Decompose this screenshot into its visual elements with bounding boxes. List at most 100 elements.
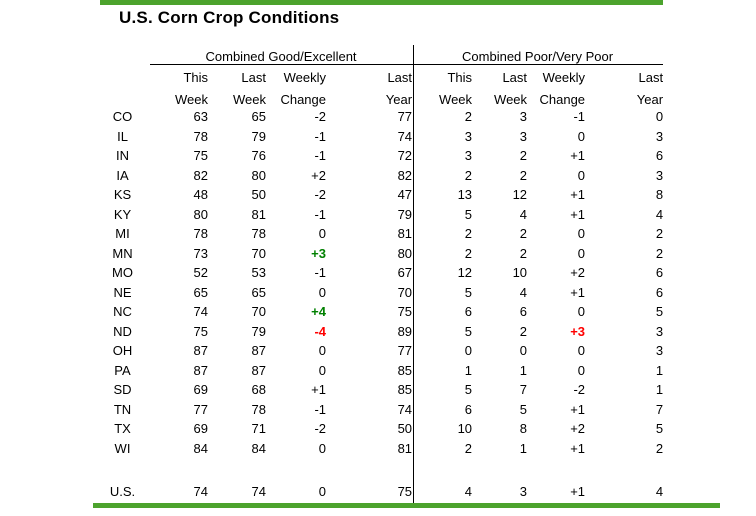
pp-this-week-value: 2 [464, 109, 473, 125]
pp-last-week-value: 3 [519, 128, 528, 144]
pp-this-week-value: 0 [464, 343, 473, 359]
group-header-row: Combined Good/Excellent Combined Poor/Ve… [95, 45, 664, 65]
ge-this-week-value: 52 [193, 265, 208, 281]
col-header-this: This [447, 70, 473, 85]
ge-last-week-value: 74 [251, 483, 266, 499]
ge-last-week-value: 76 [251, 148, 266, 164]
pp-weekly-change-value: 0 [577, 167, 586, 183]
pp-last-year-value: 8 [655, 187, 664, 203]
state-label: NE [113, 284, 132, 300]
pp-weekly-change-value: 0 [577, 245, 586, 261]
ge-last-year-value: 89 [397, 323, 413, 339]
pp-weekly-change-value: +1 [570, 148, 586, 164]
pp-last-week-value: 1 [519, 440, 528, 456]
ge-last-week-value: 70 [251, 245, 266, 261]
pp-this-week-value: 6 [464, 304, 473, 320]
pp-last-week-value: 8 [519, 421, 528, 437]
pp-last-week-value: 4 [519, 284, 528, 300]
ge-this-week-value: 74 [193, 483, 208, 499]
pp-weekly-change-value: +1 [570, 401, 586, 417]
pp-last-week-value: 1 [519, 362, 528, 378]
pp-weekly-change-value: 0 [577, 362, 586, 378]
pp-this-week-value: 10 [457, 421, 473, 437]
col-header-last-yr: Last [387, 70, 413, 85]
ge-last-year-value: 81 [397, 440, 413, 456]
pp-last-week-value: 3 [519, 483, 528, 499]
pp-last-year-value: 3 [655, 167, 664, 183]
ge-this-week-value: 82 [193, 167, 208, 183]
pp-last-year-value: 5 [655, 304, 664, 320]
ge-last-year-value: 85 [397, 382, 413, 398]
table-row: PA 87 87 0 85 1 1 0 1 [95, 361, 663, 381]
ge-last-week-value: 84 [251, 440, 266, 456]
pp-this-week-value: 2 [464, 440, 473, 456]
group-header-good-excellent: Combined Good/Excellent [150, 45, 413, 65]
pp-last-year-value: 1 [655, 382, 664, 398]
ge-last-week-value: 78 [251, 226, 266, 242]
col-header-week: Week [175, 92, 208, 107]
ge-last-year-value: 74 [397, 401, 413, 417]
ge-weekly-change-value: -1 [314, 128, 326, 144]
pp-this-week-value: 2 [464, 245, 473, 261]
pp-last-week-value: 4 [519, 206, 528, 222]
pp-last-week-value: 6 [519, 304, 528, 320]
pp-weekly-change-value: +1 [570, 440, 586, 456]
state-label: U.S. [109, 483, 136, 499]
table-row: IL 78 79 -1 74 3 3 0 3 [95, 127, 663, 147]
ge-weekly-change-value: -2 [314, 421, 326, 437]
column-header-row-line2: Week Week Change Year Week Week Change Y… [95, 85, 664, 107]
ge-this-week-value: 78 [193, 226, 208, 242]
pp-weekly-change-value: -1 [573, 109, 586, 125]
ge-this-week-value: 87 [193, 362, 208, 378]
ge-last-year-value: 47 [397, 187, 413, 203]
state-label: TX [114, 421, 131, 437]
pp-this-week-value: 5 [464, 323, 473, 339]
ge-last-week-value: 71 [251, 421, 266, 437]
ge-this-week-value: 48 [193, 187, 208, 203]
pp-last-year-value: 1 [655, 362, 664, 378]
col-header-change: Change [539, 92, 586, 107]
group-header-poor-very-poor: Combined Poor/Very Poor [412, 45, 664, 65]
ge-last-year-value: 77 [397, 343, 413, 359]
ge-last-week-value: 68 [251, 382, 266, 398]
table-row: MO 52 53 -1 67 12 10 +2 6 [95, 263, 663, 283]
pp-last-week-value: 12 [512, 187, 528, 203]
state-label: KS [113, 187, 132, 203]
us-total-row: U.S. 74 74 0 75 4 3 +1 4 [95, 481, 663, 501]
table-row: WI 84 84 0 81 2 1 +1 2 [95, 439, 664, 459]
state-label: MI [115, 226, 130, 242]
top-accent-bar [100, 0, 663, 5]
pp-last-week-value: 7 [519, 382, 528, 398]
conditions-table: Combined Good/Excellent Combined Poor/Ve… [95, 45, 664, 501]
state-label: ND [113, 323, 132, 339]
pp-last-week-value: 2 [519, 226, 528, 242]
table-row: NE 65 65 0 70 5 4 +1 6 [95, 283, 663, 303]
pp-last-week-value: 10 [512, 265, 528, 281]
pp-last-year-value: 5 [655, 421, 664, 437]
state-label: IL [117, 128, 128, 144]
ge-weekly-change-value: -1 [314, 206, 326, 222]
col-header-weekly: Weekly [283, 70, 326, 85]
ge-this-week-value: 84 [193, 440, 208, 456]
ge-this-week-value: 87 [193, 343, 208, 359]
pp-this-week-value: 5 [464, 284, 473, 300]
ge-this-week-value: 65 [193, 284, 208, 300]
ge-weekly-change-value: -1 [314, 148, 326, 164]
ge-weekly-change-value: -2 [314, 187, 326, 203]
ge-weekly-change-value: -1 [314, 265, 326, 281]
table-row: SD 69 68 +1 85 5 7 -2 1 [95, 380, 663, 400]
state-label: PA [114, 362, 131, 378]
ge-last-week-value: 87 [251, 362, 266, 378]
corner-spacer [95, 85, 150, 107]
col-header-week: Week [233, 92, 266, 107]
pp-last-week-value: 2 [519, 323, 528, 339]
pp-this-week-value: 13 [457, 187, 473, 203]
pp-weekly-change-value: +2 [570, 265, 586, 281]
ge-last-week-value: 80 [251, 167, 266, 183]
pp-last-year-value: 0 [655, 109, 664, 125]
table-row: IN 75 76 -1 72 3 2 +1 6 [95, 146, 663, 166]
ge-this-week-value: 75 [193, 323, 208, 339]
pp-last-year-value: 2 [655, 226, 664, 242]
state-label: SD [113, 382, 132, 398]
